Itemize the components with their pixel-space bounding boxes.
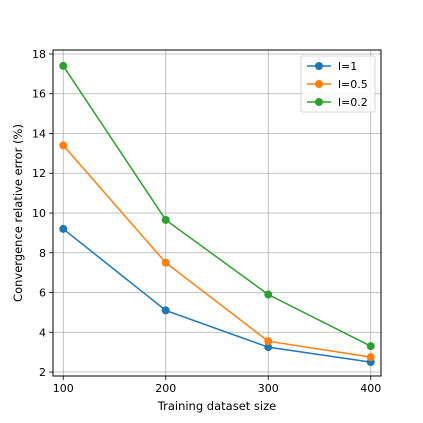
legend-box	[300, 55, 376, 113]
series-group	[59, 61, 375, 367]
data-point	[366, 342, 375, 351]
series-line	[62, 228, 371, 363]
x-tick-label: 300	[258, 382, 279, 395]
y-axis-ticks: 2 4 6 8 10 12 14 16 18	[32, 48, 53, 379]
series-line	[62, 144, 371, 358]
data-point	[366, 353, 375, 362]
data-point	[59, 61, 68, 70]
y-tick-label: 18	[32, 48, 46, 61]
legend-swatch-marker	[315, 62, 323, 70]
series-line	[62, 65, 372, 347]
y-tick-label: 14	[32, 127, 46, 140]
x-tick-label: 400	[360, 382, 381, 395]
legend-label: l=0.5	[338, 78, 368, 91]
data-point	[161, 215, 170, 224]
y-tick-label: 16	[32, 88, 46, 101]
data-point	[161, 258, 170, 267]
y-axis-label: Convergence relative error (%)	[11, 124, 25, 302]
y-tick-label: 4	[39, 326, 46, 339]
legend-label: l=0.2	[338, 96, 368, 109]
data-point	[264, 290, 273, 299]
legend-label: l=1	[338, 60, 357, 73]
data-point	[59, 141, 68, 150]
legend-swatch-marker	[315, 80, 323, 88]
legend: l=1 l=0.5 l=0.2	[300, 55, 376, 113]
grid	[53, 50, 381, 376]
x-tick-label: 200	[155, 382, 176, 395]
data-point	[264, 337, 273, 346]
y-tick-label: 10	[32, 207, 46, 220]
y-tick-label: 12	[32, 167, 46, 180]
y-tick-label: 8	[39, 247, 46, 260]
data-point	[161, 306, 170, 315]
x-tick-label: 100	[53, 382, 74, 395]
x-axis-ticks: 100 200 300 400	[53, 376, 381, 395]
y-tick-label: 2	[39, 366, 46, 379]
y-tick-label: 6	[39, 287, 46, 300]
data-point	[264, 343, 273, 352]
data-point	[59, 224, 68, 233]
x-axis-label: Training dataset size	[157, 399, 276, 413]
legend-swatch-marker	[315, 98, 323, 106]
